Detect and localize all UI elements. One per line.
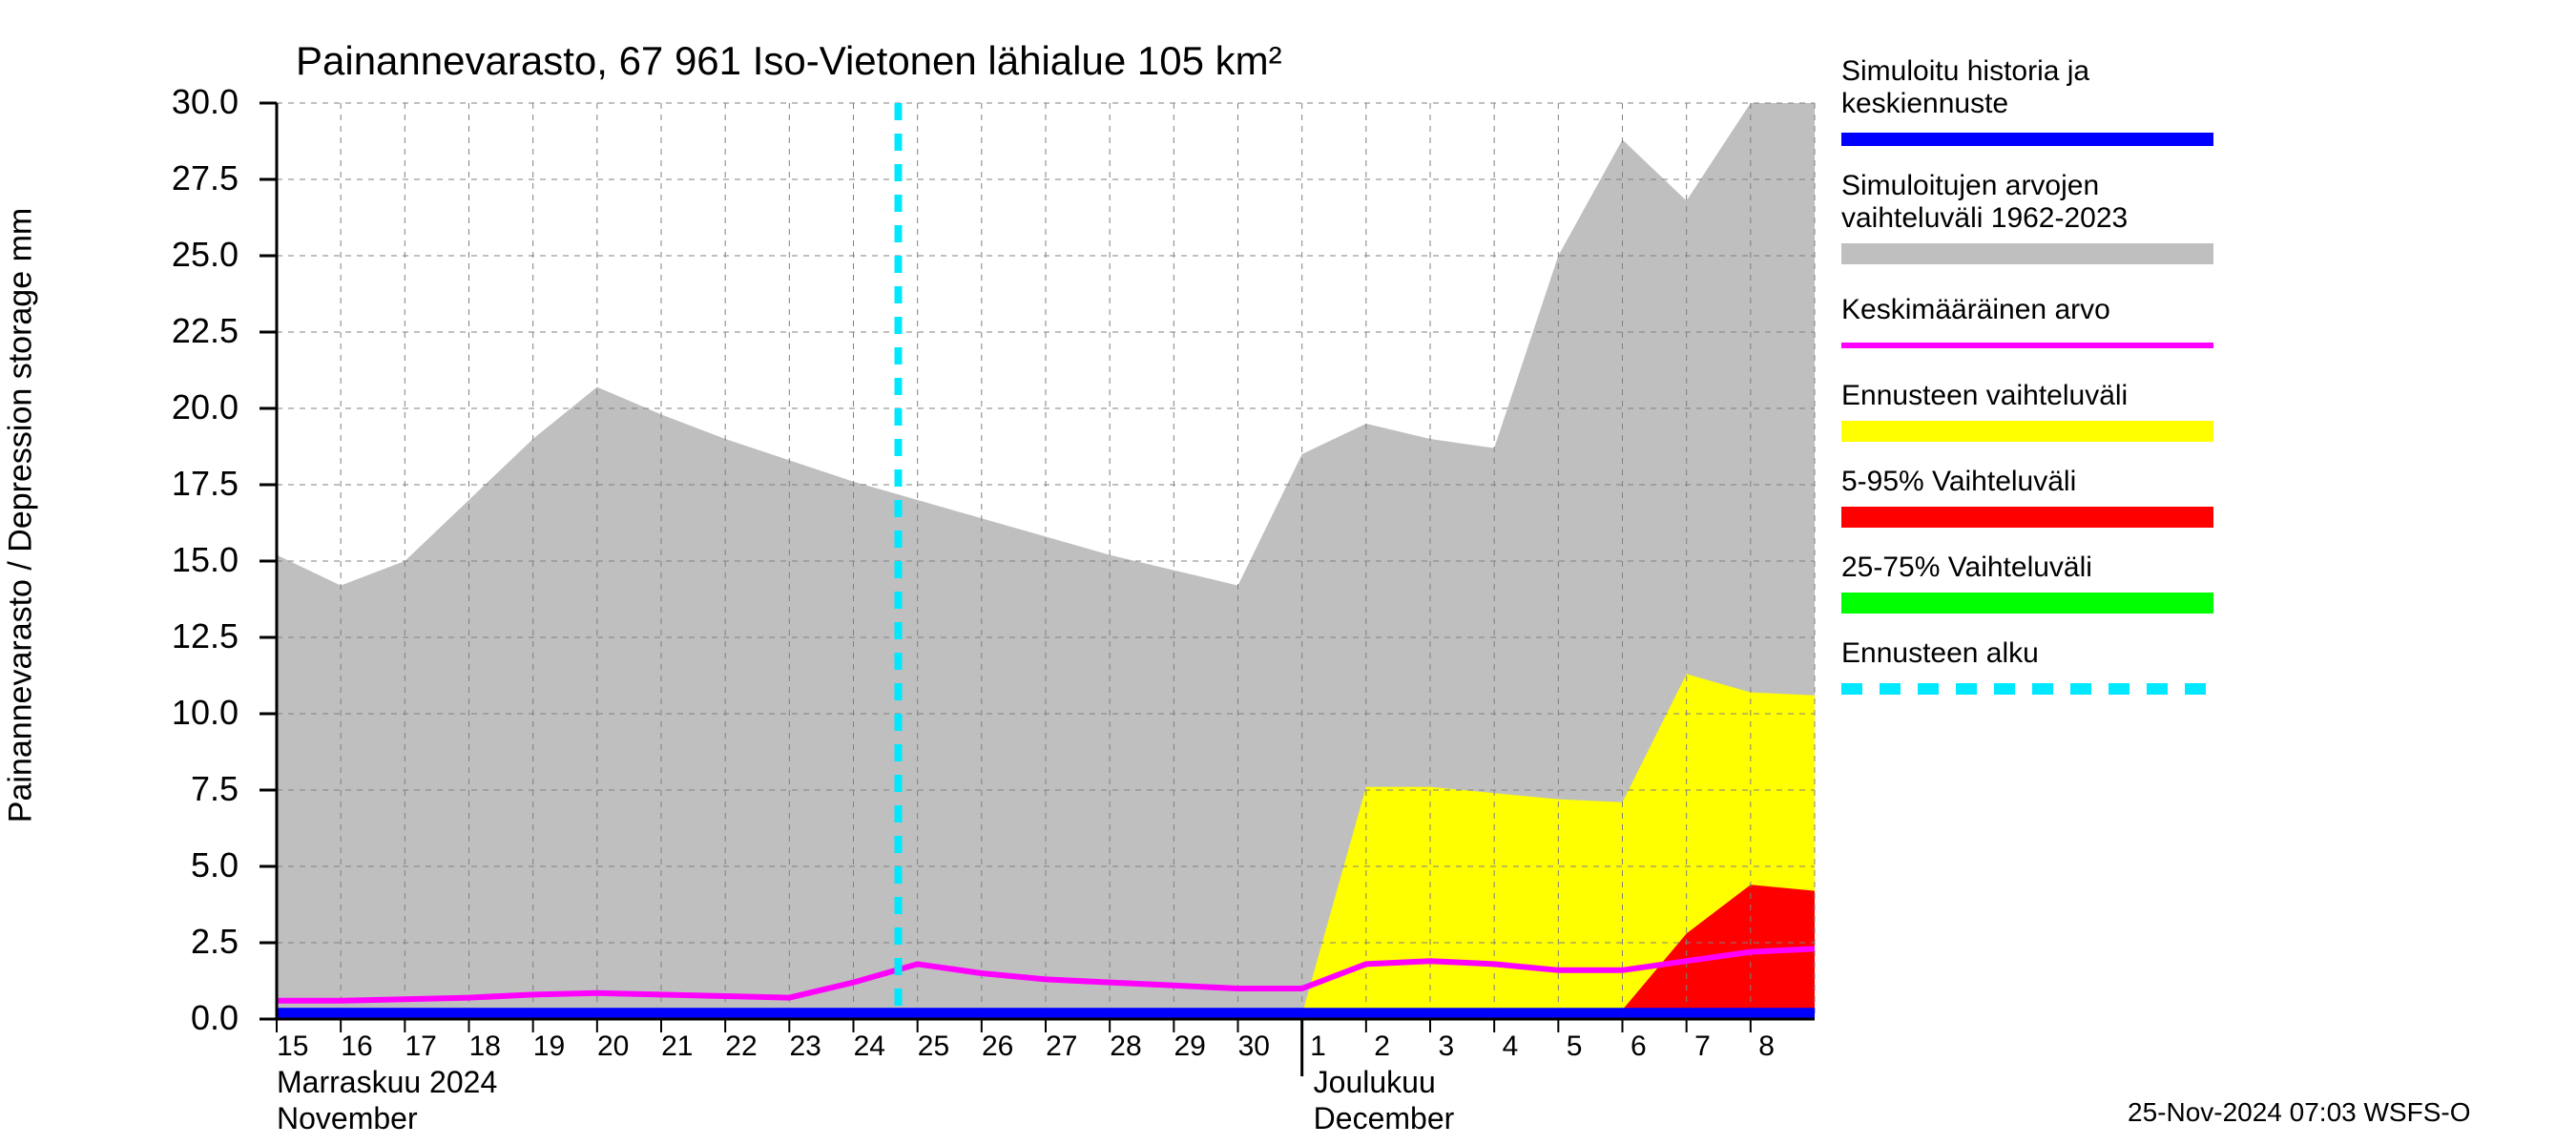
x-tick-label: 26 (982, 1030, 1013, 1063)
legend-label: 25-75% Vaihteluväli (1841, 552, 2092, 585)
y-tick-label: 7.5 (143, 769, 239, 809)
legend-swatch (1841, 240, 2213, 267)
x-tick-label: 6 (1631, 1030, 1647, 1063)
x-tick-label: 7 (1694, 1030, 1711, 1063)
x-tick-label: 20 (597, 1030, 629, 1063)
x-tick-label: 21 (661, 1030, 693, 1063)
y-tick-label: 20.0 (143, 387, 239, 427)
month-label: November (277, 1101, 418, 1136)
legend-swatch (1841, 332, 2213, 359)
legend-swatch (1841, 418, 2213, 445)
y-tick-label: 15.0 (143, 540, 239, 580)
legend-label: 5-95% Vaihteluväli (1841, 466, 2076, 499)
month-label: Marraskuu 2024 (277, 1065, 497, 1100)
x-tick-label: 19 (533, 1030, 565, 1063)
legend-swatch (1841, 126, 2213, 153)
month-label: December (1314, 1101, 1455, 1136)
legend-label: Ennusteen alku (1841, 637, 2039, 671)
month-label: Joulukuu (1314, 1065, 1436, 1100)
x-tick-label: 5 (1567, 1030, 1583, 1063)
chart-container: Painannevarasto / Depression storage mm … (0, 0, 2576, 1145)
legend-swatch (1841, 590, 2213, 616)
x-tick-label: 8 (1758, 1030, 1775, 1063)
y-tick-label: 22.5 (143, 311, 239, 351)
x-tick-label: 28 (1110, 1030, 1141, 1063)
x-tick-label: 27 (1046, 1030, 1077, 1063)
legend-label: Simuloitu historia ja (1841, 55, 2089, 89)
legend-swatch (1841, 676, 2213, 702)
y-tick-label: 5.0 (143, 845, 239, 885)
x-tick-label: 4 (1503, 1030, 1519, 1063)
x-tick-label: 18 (469, 1030, 501, 1063)
y-tick-label: 30.0 (143, 82, 239, 122)
y-tick-label: 25.0 (143, 235, 239, 275)
legend-label: Simuloitujen arvojen (1841, 170, 2099, 203)
y-tick-label: 10.0 (143, 693, 239, 733)
y-tick-label: 2.5 (143, 922, 239, 962)
y-tick-label: 27.5 (143, 158, 239, 198)
x-tick-label: 23 (789, 1030, 821, 1063)
x-tick-label: 15 (277, 1030, 308, 1063)
x-tick-label: 16 (341, 1030, 372, 1063)
x-tick-label: 30 (1238, 1030, 1270, 1063)
y-tick-label: 12.5 (143, 616, 239, 656)
legend-label: Ennusteen vaihteluväli (1841, 380, 2128, 413)
x-tick-label: 29 (1174, 1030, 1205, 1063)
x-tick-label: 24 (854, 1030, 885, 1063)
x-tick-label: 22 (725, 1030, 757, 1063)
legend-label: Keskimääräinen arvo (1841, 294, 2110, 327)
x-tick-label: 17 (405, 1030, 436, 1063)
x-tick-label: 3 (1438, 1030, 1454, 1063)
x-tick-label: 2 (1374, 1030, 1390, 1063)
footer-timestamp: 25-Nov-2024 07:03 WSFS-O (2128, 1097, 2471, 1128)
x-tick-label: 25 (918, 1030, 949, 1063)
x-tick-label: 1 (1310, 1030, 1326, 1063)
y-tick-label: 0.0 (143, 998, 239, 1038)
legend-swatch (1841, 504, 2213, 531)
legend-label: keskiennuste (1841, 88, 2008, 121)
plot-area (0, 0, 2576, 1145)
legend-label: vaihteluväli 1962-2023 (1841, 202, 2128, 236)
y-tick-label: 17.5 (143, 464, 239, 504)
